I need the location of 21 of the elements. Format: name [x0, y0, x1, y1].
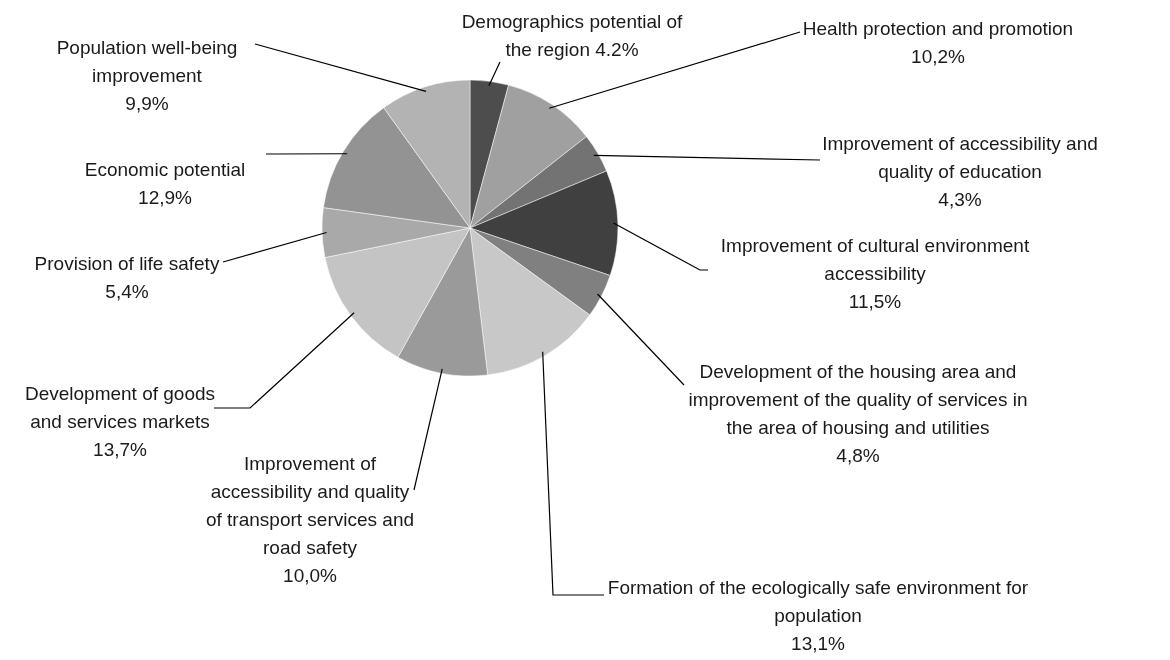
data-label: 4,3% [938, 189, 982, 210]
slice-label: Development of goods and services markets [24, 383, 216, 432]
slice-label: Health protection and promotion [802, 18, 1074, 39]
data-label: 9,9% [125, 93, 169, 114]
data-label: 10,0% [283, 565, 338, 586]
slice-label: Population well-being improvement [56, 37, 238, 86]
data-label: 10,2% [911, 46, 966, 67]
data-label: 5,4% [105, 281, 149, 302]
slice-label: Improvement of cultural environment accessibility [720, 235, 1030, 284]
data-label: 12,9% [138, 187, 193, 208]
data-label: 13,1% [791, 633, 846, 654]
data-label: 13,7% [93, 439, 148, 460]
slice-label: Economic potential [84, 159, 246, 180]
data-label: 4,8% [836, 445, 880, 466]
slice-label: Formation of the ecologically safe environment for population [607, 577, 1029, 626]
slice-label: Provision of life safety [34, 253, 220, 274]
slice-label: Development of the housing area and improvement of the quality of services in the area of housing and utilities [688, 361, 1028, 438]
slice-label: Improvement of accessibility and quality of transport services and road safety [205, 453, 415, 558]
slice-label: Demographics potential of the region 4.2% [461, 11, 684, 60]
data-label: 11,5% [848, 291, 902, 312]
slice-label: Improvement of accessibility and quality of education [822, 133, 1098, 182]
